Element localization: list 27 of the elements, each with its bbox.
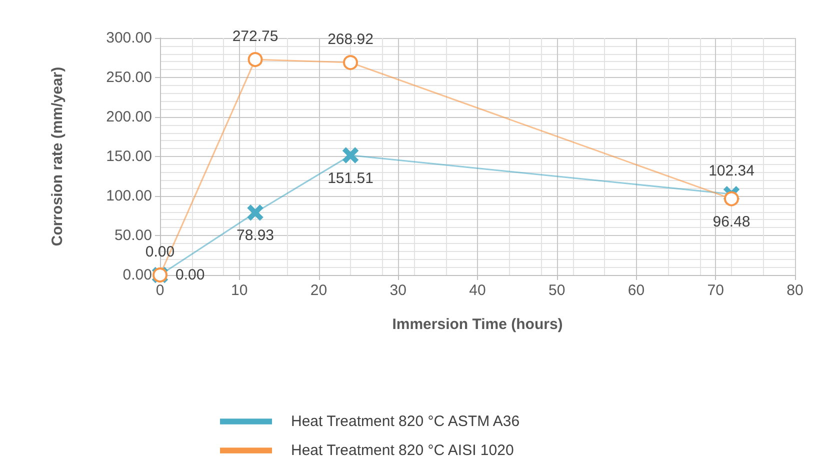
legend-label: Heat Treatment 820 °C AISI 1020 [291,442,514,459]
x-tick-label: 10 [231,282,248,299]
y-tick-label: 150.00 [106,148,152,165]
data-label: 272.75 [232,28,278,46]
data-label: 0.00 [176,266,205,284]
x-tick-label: 50 [548,282,566,299]
y-tick-label: 100.00 [106,188,152,204]
data-label: 268.92 [328,31,374,48]
data-label: 102.34 [708,162,754,180]
x-tick-label: 40 [469,282,486,299]
x-tick-label: 80 [786,282,804,299]
y-tick-label: 0.00 [122,266,152,284]
x-tick-label: 70 [707,282,724,299]
x-tick-label: 20 [310,282,328,299]
y-tick-label: 250.00 [106,69,152,86]
x-tick-label: 60 [628,282,645,299]
data-label: 78.93 [236,227,274,244]
x-tick-label: 30 [390,282,406,299]
y-tick-label: 50.00 [114,227,152,244]
y-tick-label: 200.00 [106,108,152,126]
data-label: 151.51 [328,170,374,187]
x-axis-title: Immersion Time (hours) [392,316,563,333]
y-axis-title: Corrosion rate (mm/year) [49,66,66,246]
x-tick-label: 0 [156,282,164,299]
y-tick-label: 300.00 [106,30,152,46]
legend-label: Heat Treatment 820 °C ASTM A36 [291,413,520,430]
data-label: 96.48 [712,213,750,230]
